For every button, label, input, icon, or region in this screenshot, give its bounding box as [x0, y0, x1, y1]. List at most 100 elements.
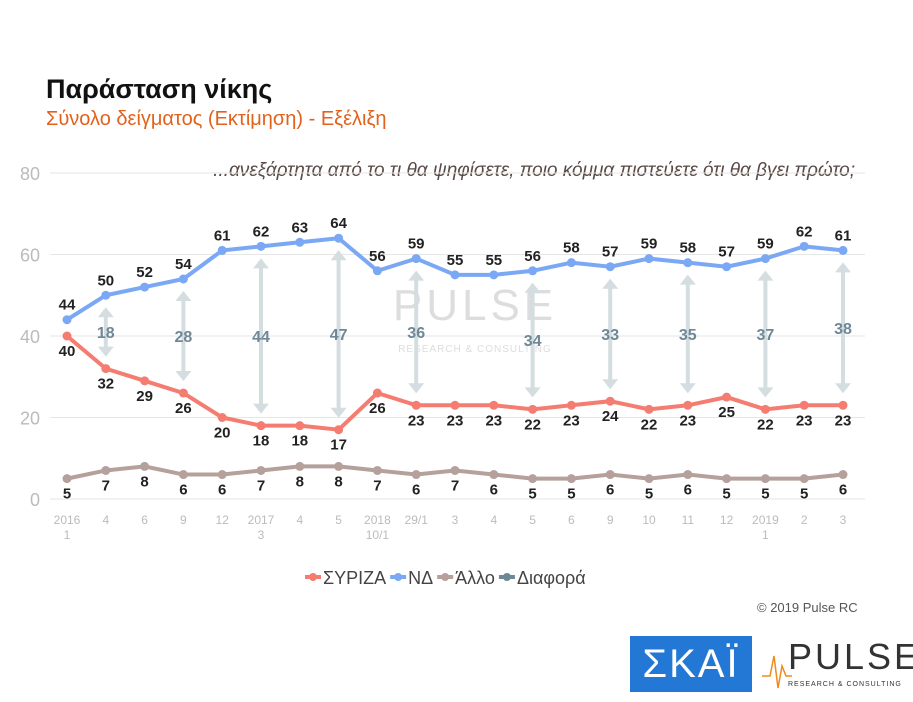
data-label: 6	[218, 482, 226, 499]
data-label: 40	[59, 343, 76, 360]
data-label: 63	[291, 219, 308, 236]
copyright: © 2019 Pulse RC	[757, 600, 858, 615]
data-label: 5	[567, 486, 575, 503]
difference-label: 44	[252, 329, 270, 346]
data-point	[644, 254, 654, 264]
data-point	[334, 233, 344, 243]
data-point	[528, 266, 538, 276]
data-label: 6	[839, 482, 847, 499]
x-tick-label: 10/1	[366, 528, 390, 542]
difference-label: 36	[407, 325, 425, 342]
x-tick-label: 4	[102, 513, 109, 527]
data-point	[256, 465, 266, 475]
data-label: 64	[330, 215, 347, 232]
data-label: 59	[757, 236, 774, 253]
data-label: 52	[136, 264, 153, 281]
data-label: 56	[369, 248, 386, 265]
arrow-head	[602, 278, 619, 289]
difference-label: 28	[175, 329, 193, 346]
data-label: 23	[447, 412, 464, 429]
arrow-head	[97, 346, 114, 357]
x-tick-label: 12	[720, 513, 734, 527]
data-point	[178, 388, 188, 398]
arrow-head	[679, 274, 696, 285]
difference-label: 47	[330, 327, 348, 344]
data-point	[295, 237, 305, 247]
data-point	[683, 400, 693, 410]
arrow-head	[757, 387, 774, 398]
data-point	[489, 270, 499, 280]
data-label: 58	[563, 240, 580, 257]
chart-title: Παράσταση νίκης	[46, 74, 273, 104]
data-point	[62, 315, 72, 325]
arrow-head	[253, 403, 269, 414]
data-label: 26	[175, 400, 192, 417]
data-point	[140, 376, 150, 386]
data-label: 23	[485, 412, 502, 429]
x-tick-label: 2016	[54, 513, 81, 527]
data-point	[528, 404, 538, 414]
data-point	[334, 461, 344, 471]
data-label: 20	[214, 425, 231, 442]
difference-label: 37	[757, 327, 775, 344]
arrow-head	[524, 387, 541, 398]
data-label: 61	[835, 227, 852, 244]
data-point	[528, 474, 538, 484]
data-label: 5	[761, 486, 769, 503]
data-point	[722, 392, 732, 402]
data-point	[838, 470, 848, 480]
data-point	[566, 474, 576, 484]
legend-item: ΣΥΡΙΖΑ	[323, 568, 386, 588]
data-label: 26	[369, 400, 386, 417]
x-tick-label: 12	[216, 513, 230, 527]
data-point	[838, 245, 848, 255]
data-label: 61	[214, 227, 231, 244]
data-point	[178, 274, 188, 284]
data-point	[799, 474, 809, 484]
legend-marker	[502, 573, 511, 581]
data-point	[838, 400, 848, 410]
arrow-head	[524, 282, 541, 293]
data-point	[178, 470, 188, 480]
data-point	[450, 400, 460, 410]
data-point	[256, 421, 266, 431]
data-label: 62	[796, 223, 813, 240]
skai-logo: ΣΚΑΪ	[630, 636, 752, 692]
data-point	[605, 262, 615, 272]
data-point	[411, 470, 421, 480]
data-label: 5	[722, 486, 730, 503]
watermark-text: PULSE	[393, 281, 557, 330]
data-point	[217, 470, 227, 480]
arrow-head	[175, 371, 192, 382]
data-label: 5	[645, 486, 653, 503]
data-point	[295, 421, 305, 431]
data-label: 8	[140, 473, 148, 490]
x-tick-label: 10	[642, 513, 656, 527]
data-label: 54	[175, 256, 192, 273]
data-label: 44	[59, 297, 76, 314]
x-tick-label: 4	[296, 513, 303, 527]
data-point	[101, 290, 111, 300]
pulse-logo: PULSE RESEARCH & CONSULTING	[762, 636, 913, 692]
data-label: 18	[253, 433, 270, 450]
x-tick-label: 1	[762, 528, 769, 542]
data-label: 56	[524, 248, 541, 265]
data-label: 23	[835, 412, 852, 429]
data-label: 8	[334, 473, 342, 490]
legend-item: ΝΔ	[408, 568, 433, 588]
arrow-head	[835, 383, 851, 394]
data-point	[372, 388, 382, 398]
data-point	[683, 258, 693, 268]
data-point	[62, 474, 72, 484]
data-label: 6	[684, 482, 692, 499]
data-label: 57	[602, 244, 619, 261]
y-tick-label: 40	[20, 327, 40, 347]
data-point	[683, 470, 693, 480]
data-point	[372, 266, 382, 276]
y-tick-label: 0	[30, 490, 40, 510]
data-point	[605, 470, 615, 480]
data-label: 6	[606, 482, 614, 499]
data-point	[256, 241, 266, 251]
